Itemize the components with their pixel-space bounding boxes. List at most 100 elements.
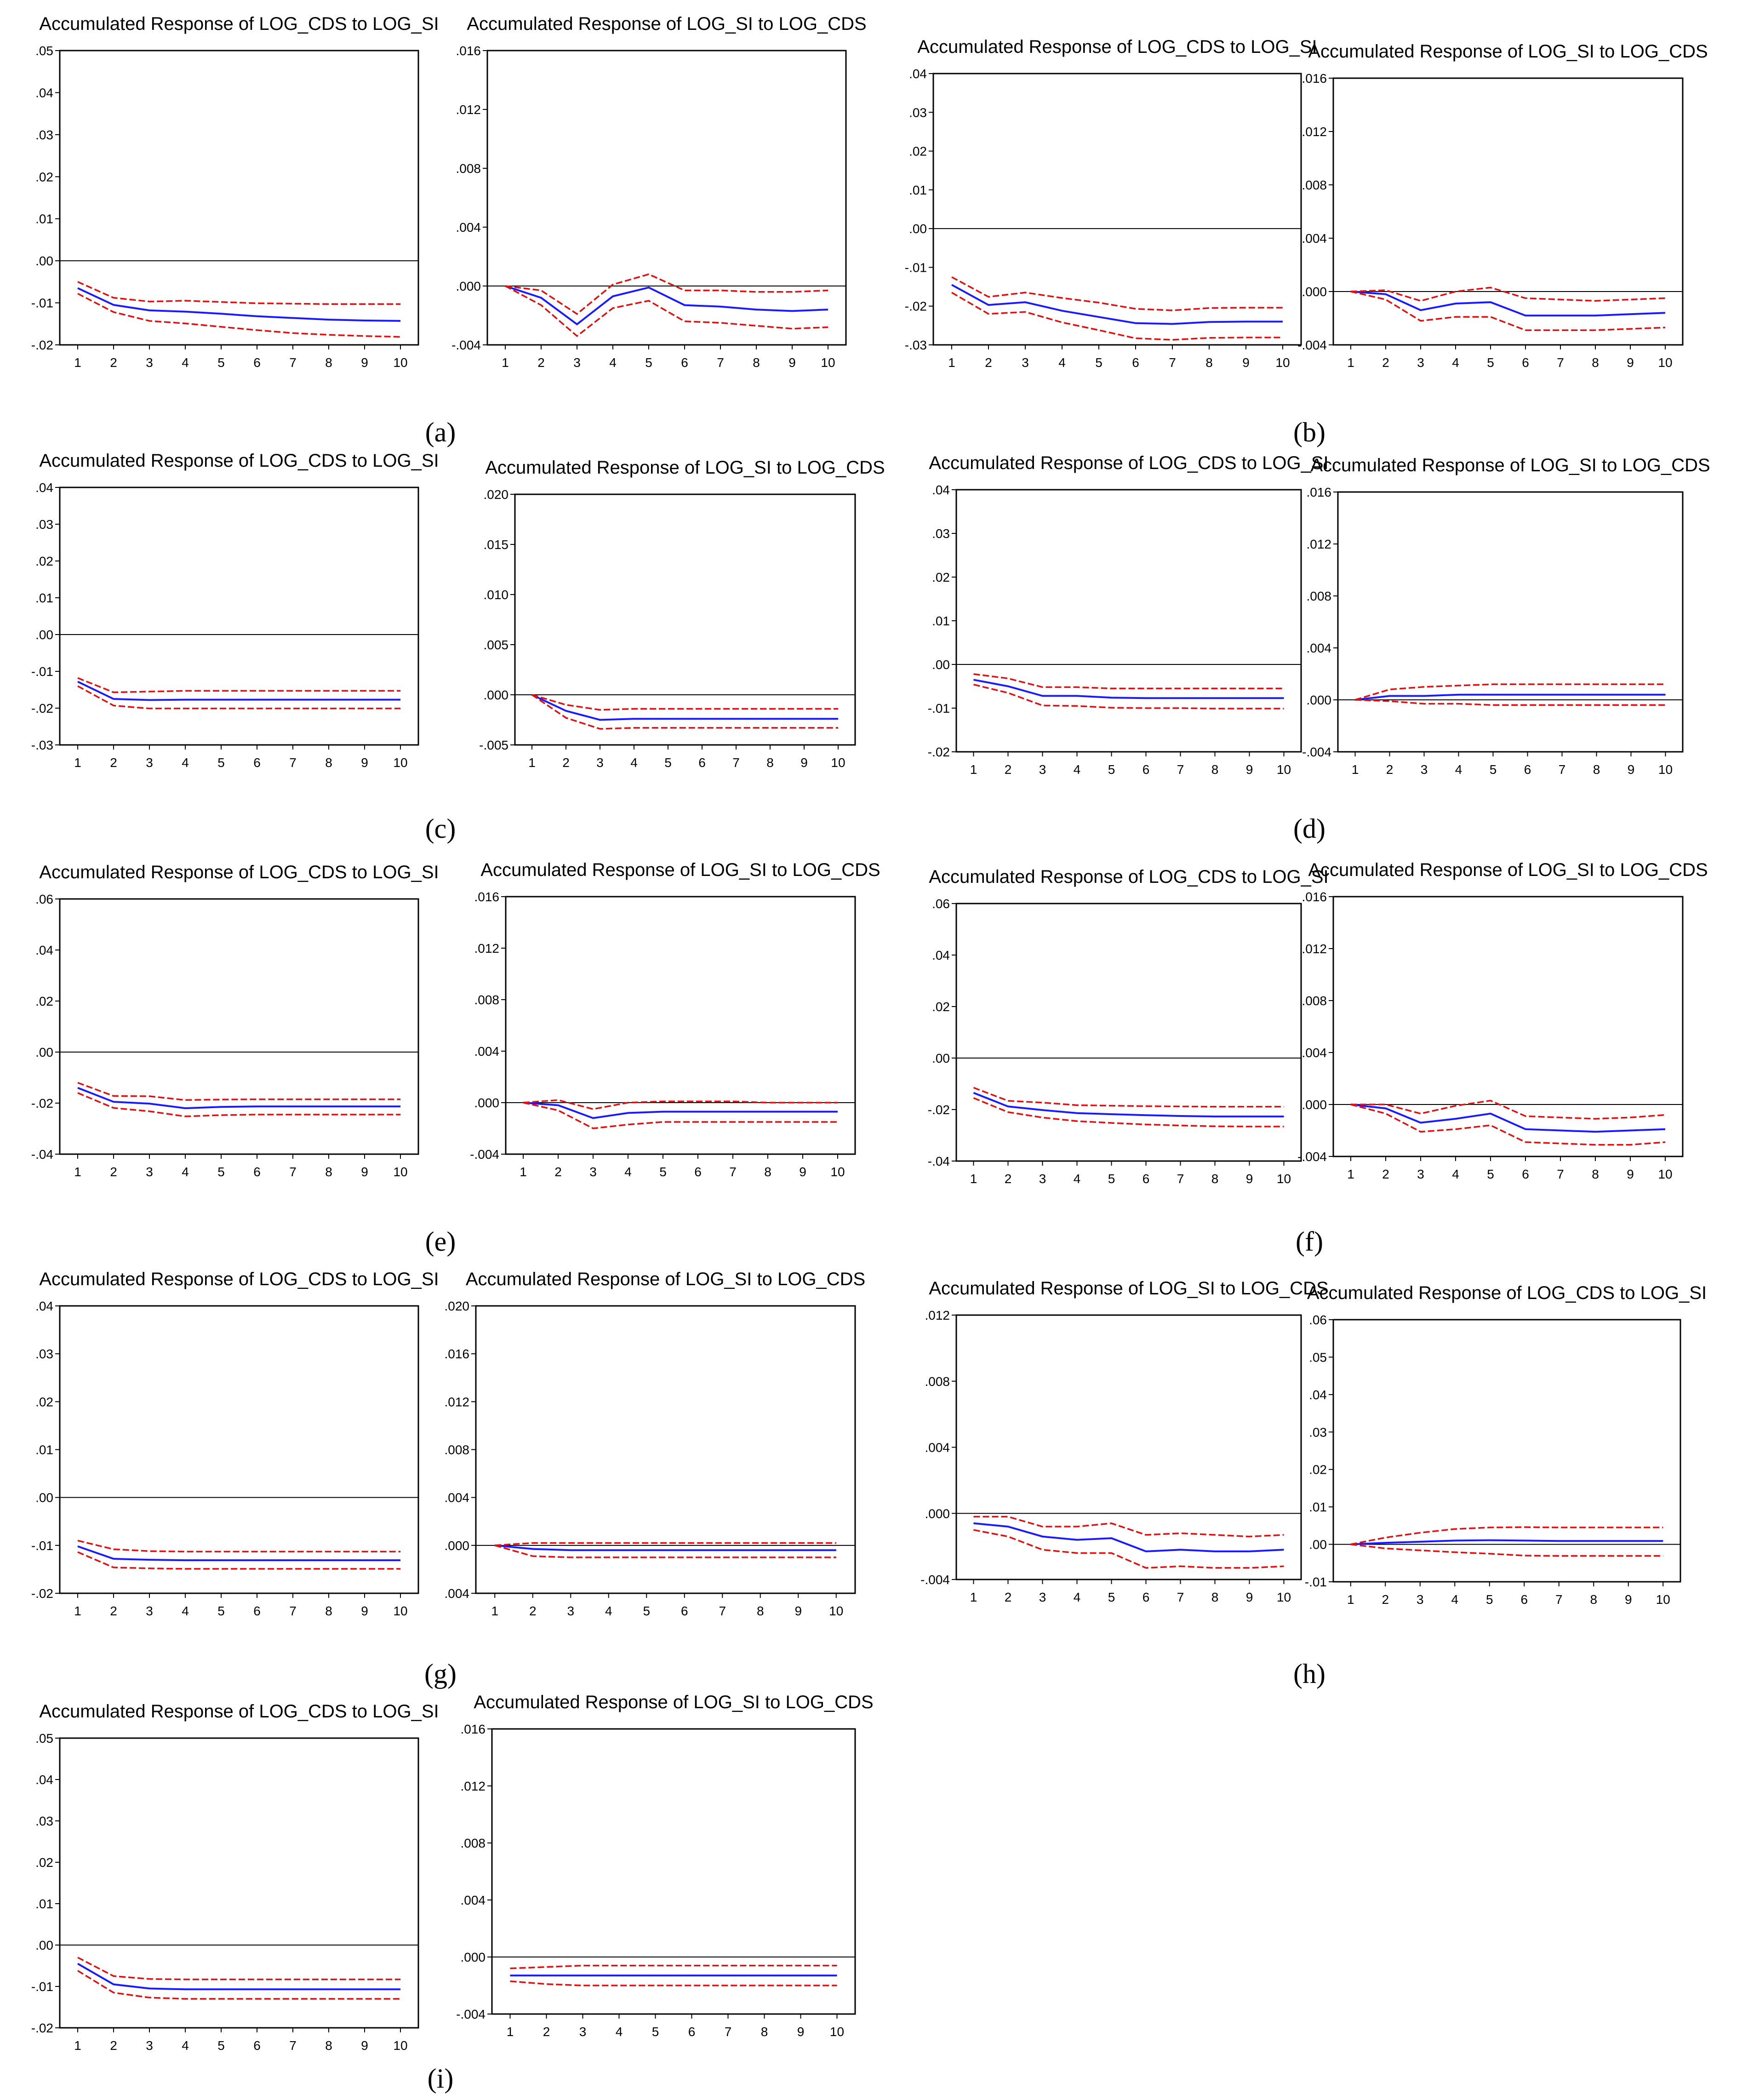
chart-title: Accumulated Response of LOG_CDS to LOG_S… <box>39 451 439 471</box>
series-lower <box>1350 1543 1663 1557</box>
y-tick-label: .01 <box>35 212 53 226</box>
chart-panel-g-1: Accumulated Response of LOG_CDS to LOG_S… <box>31 1269 439 1618</box>
series-upper <box>523 1099 838 1110</box>
chart-panel-c-2: Accumulated Response of LOG_SI to LOG_CD… <box>479 458 885 770</box>
x-tick-label: 10 <box>821 355 835 370</box>
series-lower <box>523 1102 838 1129</box>
y-tick-label: .016 <box>461 1722 486 1736</box>
x-tick-label: 2 <box>529 1604 537 1618</box>
series-lower <box>77 1092 400 1117</box>
y-tick-label: .03 <box>1309 1425 1327 1439</box>
plot-frame <box>1332 1319 1681 1583</box>
chart-panel-f-2: Accumulated Response of LOG_SI to LOG_CD… <box>1297 860 1708 1181</box>
x-tick-label: 9 <box>361 1604 368 1618</box>
x-tick-label: 7 <box>1559 762 1566 777</box>
x-tick-label: 6 <box>253 355 261 370</box>
chart-panel-h-2: Accumulated Response of LOG_CDS to LOG_S… <box>1305 1283 1707 1607</box>
x-tick-label: 3 <box>1417 1167 1424 1181</box>
series-response <box>77 1087 400 1110</box>
x-tick-label: 1 <box>970 762 977 777</box>
series-response <box>495 1544 836 1551</box>
x-tick-label: 5 <box>1486 1592 1493 1607</box>
chart-title: Accumulated Response of LOG_CDS to LOG_S… <box>1307 1283 1707 1303</box>
series-upper <box>1350 286 1666 302</box>
series-upper <box>1354 683 1666 701</box>
x-tick-label: 9 <box>1246 1172 1253 1186</box>
plot-frame <box>59 50 419 346</box>
x-tick-label: 4 <box>630 755 638 770</box>
series-upper <box>510 1964 837 1969</box>
x-tick-label: 2 <box>554 1165 562 1179</box>
plot-frame <box>486 50 847 346</box>
y-tick-label: .00 <box>1309 1538 1327 1552</box>
x-tick-label: 6 <box>1522 355 1529 370</box>
plot-frame <box>1332 77 1684 346</box>
x-tick-label: 7 <box>1177 1590 1184 1604</box>
x-tick-label: 3 <box>1417 1592 1424 1607</box>
x-tick-label: 7 <box>289 355 297 370</box>
chart-panel-e-1: Accumulated Response of LOG_CDS to LOG_S… <box>31 862 439 1179</box>
x-tick-label: 3 <box>1421 762 1428 777</box>
y-tick-label: -.01 <box>31 664 53 679</box>
chart-title: Accumulated Response of LOG_SI to LOG_CD… <box>480 860 880 880</box>
series-upper <box>495 1542 836 1546</box>
x-tick-label: 6 <box>1522 1167 1529 1181</box>
chart-panel-a-2: Accumulated Response of LOG_SI to LOG_CD… <box>451 14 866 370</box>
plot-frame <box>1337 491 1684 753</box>
y-tick-label: -.004 <box>470 1147 499 1162</box>
y-tick-label: .03 <box>35 128 53 142</box>
y-tick-label: .008 <box>1302 994 1327 1008</box>
y-tick-label: .016 <box>1307 485 1332 499</box>
y-tick-label: .016 <box>456 44 481 58</box>
chart-title: Accumulated Response of LOG_SI to LOG_CD… <box>1308 41 1708 62</box>
x-tick-label: 1 <box>74 1165 81 1179</box>
chart-title: Accumulated Response of LOG_SI to LOG_CD… <box>1308 860 1708 880</box>
x-tick-label: 4 <box>1451 1592 1458 1607</box>
x-tick-label: 3 <box>579 2025 587 2039</box>
x-tick-label: 8 <box>761 2025 768 2039</box>
series-upper <box>973 1516 1284 1538</box>
y-tick-label: .00 <box>35 1491 53 1505</box>
series-upper <box>77 1539 400 1553</box>
plot-frame <box>59 486 419 746</box>
y-tick-label: .015 <box>484 538 509 552</box>
x-tick-label: 2 <box>985 355 992 370</box>
series-upper <box>505 273 828 315</box>
x-tick-label: 4 <box>1452 1167 1459 1181</box>
y-tick-label: .004 <box>461 1893 486 1907</box>
x-tick-label: 10 <box>1658 355 1672 370</box>
x-tick-label: 10 <box>393 2038 407 2053</box>
x-tick-label: 6 <box>1520 1592 1528 1607</box>
y-tick-label: .016 <box>474 890 500 904</box>
panel-label-h: (h) <box>1293 1659 1325 1689</box>
plot-frame <box>955 1314 1302 1580</box>
x-tick-label: 1 <box>74 755 81 770</box>
y-tick-label: .04 <box>35 943 53 957</box>
x-tick-label: 4 <box>1074 1590 1081 1604</box>
y-tick-label: .04 <box>35 481 53 495</box>
x-tick-label: 5 <box>1108 1172 1115 1186</box>
x-tick-label: 6 <box>253 1604 261 1618</box>
series-response <box>505 285 828 326</box>
x-tick-label: 9 <box>1627 1167 1634 1181</box>
y-tick-label: .000 <box>1307 693 1332 707</box>
y-tick-label: -.004 <box>920 1573 950 1587</box>
x-tick-label: 1 <box>502 355 509 370</box>
series-upper <box>1351 1099 1666 1120</box>
y-tick-label: -.02 <box>928 1103 950 1117</box>
panel-label-i: (i) <box>428 2063 454 2094</box>
x-tick-label: 3 <box>1417 355 1424 370</box>
y-tick-label: .02 <box>932 570 950 584</box>
y-tick-label: .000 <box>445 1539 470 1553</box>
x-tick-label: 3 <box>589 1165 597 1179</box>
y-tick-label: .04 <box>1309 1388 1327 1402</box>
x-tick-label: 8 <box>764 1165 771 1179</box>
y-tick-label: .04 <box>35 86 53 100</box>
panel-label-g: (g) <box>424 1659 457 1689</box>
y-tick-label: .00 <box>35 628 53 642</box>
x-tick-label: 3 <box>1039 1172 1046 1186</box>
chart-panel-e-2: Accumulated Response of LOG_SI to LOG_CD… <box>470 860 880 1179</box>
series-lower <box>510 1980 837 1986</box>
series-upper <box>973 673 1284 690</box>
y-tick-label: -.04 <box>928 1154 950 1168</box>
